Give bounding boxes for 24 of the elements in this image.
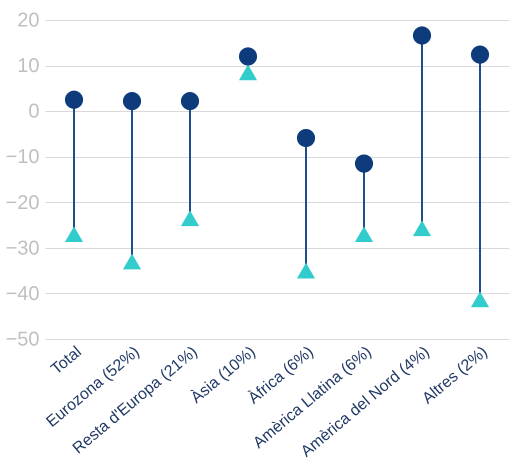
point (122, 254, 142, 270)
point (64, 226, 84, 242)
y-tick-label: −10 (6, 146, 40, 168)
point (470, 46, 490, 64)
y-tick-label: 10 (17, 55, 40, 78)
point (238, 47, 258, 66)
point (354, 226, 374, 242)
y-tick-label: −20 (6, 192, 40, 214)
point (64, 90, 84, 109)
point (238, 64, 258, 80)
point (412, 26, 432, 45)
point (470, 291, 490, 308)
point (296, 262, 316, 279)
y-tick-label: −40 (6, 282, 40, 305)
y-tick-label: 20 (17, 10, 40, 32)
y-tick-label: −50 (6, 328, 40, 350)
point (354, 154, 374, 173)
point (180, 92, 200, 110)
point (412, 220, 432, 236)
point (296, 128, 316, 148)
y-tick-label: 0 (28, 100, 40, 123)
point (180, 210, 200, 226)
point (122, 92, 142, 110)
y-tick-label: −30 (6, 237, 40, 260)
